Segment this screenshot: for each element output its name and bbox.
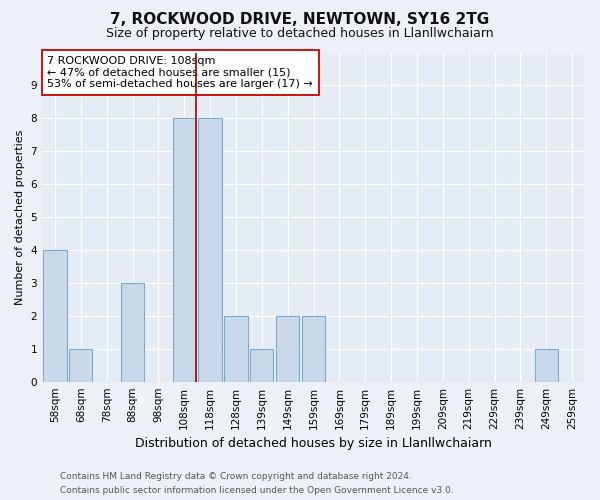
Bar — [69, 349, 92, 382]
Bar — [43, 250, 67, 382]
Bar — [535, 349, 558, 382]
Bar — [173, 118, 196, 382]
Y-axis label: Number of detached properties: Number of detached properties — [15, 130, 25, 305]
Bar — [250, 349, 274, 382]
Text: Contains HM Land Registry data © Crown copyright and database right 2024.: Contains HM Land Registry data © Crown c… — [60, 472, 412, 481]
Bar — [121, 283, 144, 382]
Text: 7 ROCKWOOD DRIVE: 108sqm
← 47% of detached houses are smaller (15)
53% of semi-d: 7 ROCKWOOD DRIVE: 108sqm ← 47% of detach… — [47, 56, 313, 89]
Text: Contains public sector information licensed under the Open Government Licence v3: Contains public sector information licen… — [60, 486, 454, 495]
Bar — [302, 316, 325, 382]
Text: Size of property relative to detached houses in Llanllwchaiarn: Size of property relative to detached ho… — [106, 28, 494, 40]
X-axis label: Distribution of detached houses by size in Llanllwchaiarn: Distribution of detached houses by size … — [135, 437, 492, 450]
Bar — [224, 316, 248, 382]
Text: 7, ROCKWOOD DRIVE, NEWTOWN, SY16 2TG: 7, ROCKWOOD DRIVE, NEWTOWN, SY16 2TG — [110, 12, 490, 28]
Bar — [199, 118, 222, 382]
Bar — [276, 316, 299, 382]
